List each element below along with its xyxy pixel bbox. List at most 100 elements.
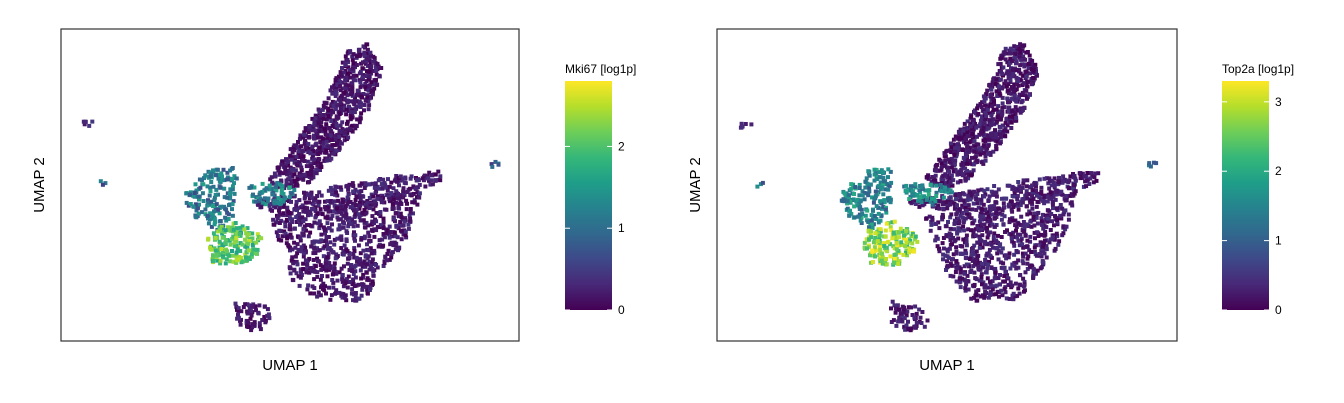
hexbin-cell (875, 177, 880, 181)
hexbin-cell (87, 123, 92, 128)
hexbin-cell (496, 162, 501, 167)
hexbin-cell (904, 240, 909, 245)
hexbin-cell (1018, 232, 1023, 237)
hexbin-cell (324, 144, 329, 149)
hexbin-cell (395, 179, 400, 184)
hexbin-cell (1015, 193, 1020, 198)
hexbin-cell (317, 248, 322, 253)
hexbin-cell (193, 182, 198, 187)
hexbin-cell (943, 154, 948, 159)
hexbin-cell (213, 235, 218, 240)
colorbar-legend: Mki67 [log1p] 012 (565, 62, 636, 317)
hexbin-cell (294, 154, 299, 159)
hexbin-cell (323, 227, 327, 232)
hexbin-cell (902, 233, 906, 238)
hexbin-cell (219, 178, 224, 183)
hexbin-cell (301, 261, 306, 266)
hexbin-cell (338, 123, 343, 128)
hexbin-cell (327, 285, 331, 290)
hexbin-cell (1036, 234, 1041, 238)
hexbin-cell (394, 200, 399, 205)
hexbin-cell (1027, 192, 1032, 197)
hexbin-cell (333, 184, 338, 189)
hexbin-cell (372, 185, 377, 190)
hexbin-cell (313, 149, 318, 154)
hexbin-cell (312, 157, 317, 162)
hexbin-cell (372, 248, 377, 253)
hexbin-cell (270, 192, 275, 197)
hexbin-cell (234, 236, 239, 241)
hexbin-cell (1013, 294, 1018, 299)
hexbin-cell (346, 135, 351, 140)
hexbin-cell (955, 180, 960, 185)
hexbin-cell (978, 242, 983, 247)
hexbin-cell (367, 74, 372, 79)
hexbin-cell (1060, 206, 1065, 211)
hexbin-cell (1007, 220, 1012, 225)
hexbin-cell (287, 211, 292, 215)
hexbin-cell (374, 69, 378, 73)
hexbin-cell (1012, 263, 1017, 268)
hexbin-cell (1042, 233, 1047, 238)
hexbin-cell (329, 102, 334, 107)
hexbin-cell (341, 70, 346, 75)
hexbin-cell (332, 242, 337, 247)
hexbin-cell (294, 145, 299, 150)
hexbin-cell (356, 212, 361, 217)
hexbin-cell (380, 237, 385, 242)
hexbin-cell (256, 234, 261, 239)
hexbin-cell (332, 237, 337, 242)
hexbin-cell (1078, 176, 1083, 181)
hexbin-cell (324, 117, 329, 122)
hexbin-cell (1035, 268, 1040, 273)
hexbin-cell (327, 136, 332, 141)
hexbin-cell (247, 303, 251, 308)
hexbin-cell (1057, 205, 1062, 210)
hexbin-cell (1021, 43, 1026, 48)
hexbin-cell (258, 197, 263, 202)
hexbin-cell (348, 126, 353, 131)
hexbin-cell (1018, 108, 1023, 113)
hexbin-cell (211, 259, 216, 263)
hexbin-cell (1020, 108, 1025, 113)
hexbin-cell (972, 108, 977, 113)
hexbin-cell (996, 248, 1001, 253)
hexbin-cell (986, 295, 991, 300)
hexbin-cell (990, 287, 995, 292)
hexbin-cell (390, 234, 394, 239)
hexbin-cell (1047, 209, 1052, 214)
hexbin-cell (1016, 83, 1021, 88)
hexbin-cell (317, 219, 322, 224)
hexbin-cell (403, 181, 408, 186)
hexbin-cell (1022, 289, 1026, 294)
hexbin-cell (389, 191, 394, 196)
hexbin-cell (343, 83, 348, 87)
hexbin-cell (1021, 254, 1026, 259)
hexbin-cell (909, 305, 913, 310)
hexbin-cell (397, 245, 402, 250)
hexbin-cell (933, 238, 938, 243)
hexbin-cell (334, 114, 339, 119)
hexbin-cell (335, 215, 340, 220)
hexbin-cell (991, 245, 995, 250)
hexbin-cell (357, 259, 362, 264)
hexbin-cell (1055, 206, 1059, 211)
hexbin-cell (1007, 204, 1012, 209)
umap-panel-mki67: UMAP 1 UMAP 2 Mki67 [log1p] 012 (31, 28, 636, 374)
hexbin-cell (982, 188, 987, 193)
hexbin-cell (976, 253, 981, 258)
hexbin-cell (848, 199, 853, 204)
hexbin-cell (284, 183, 289, 188)
hexbin-cell (987, 247, 992, 252)
hexbin-cell (365, 256, 370, 261)
hexbin-cell (367, 182, 372, 187)
hexbin-cell (342, 295, 347, 300)
hexbin-cell (346, 71, 350, 76)
hexbin-cell (977, 245, 982, 250)
hexbin-cell (1015, 232, 1020, 237)
hexbin-cell (948, 226, 953, 231)
hexbin-cell (365, 73, 370, 78)
hexbin-cell (335, 236, 340, 241)
hexbin-cell (327, 261, 332, 265)
